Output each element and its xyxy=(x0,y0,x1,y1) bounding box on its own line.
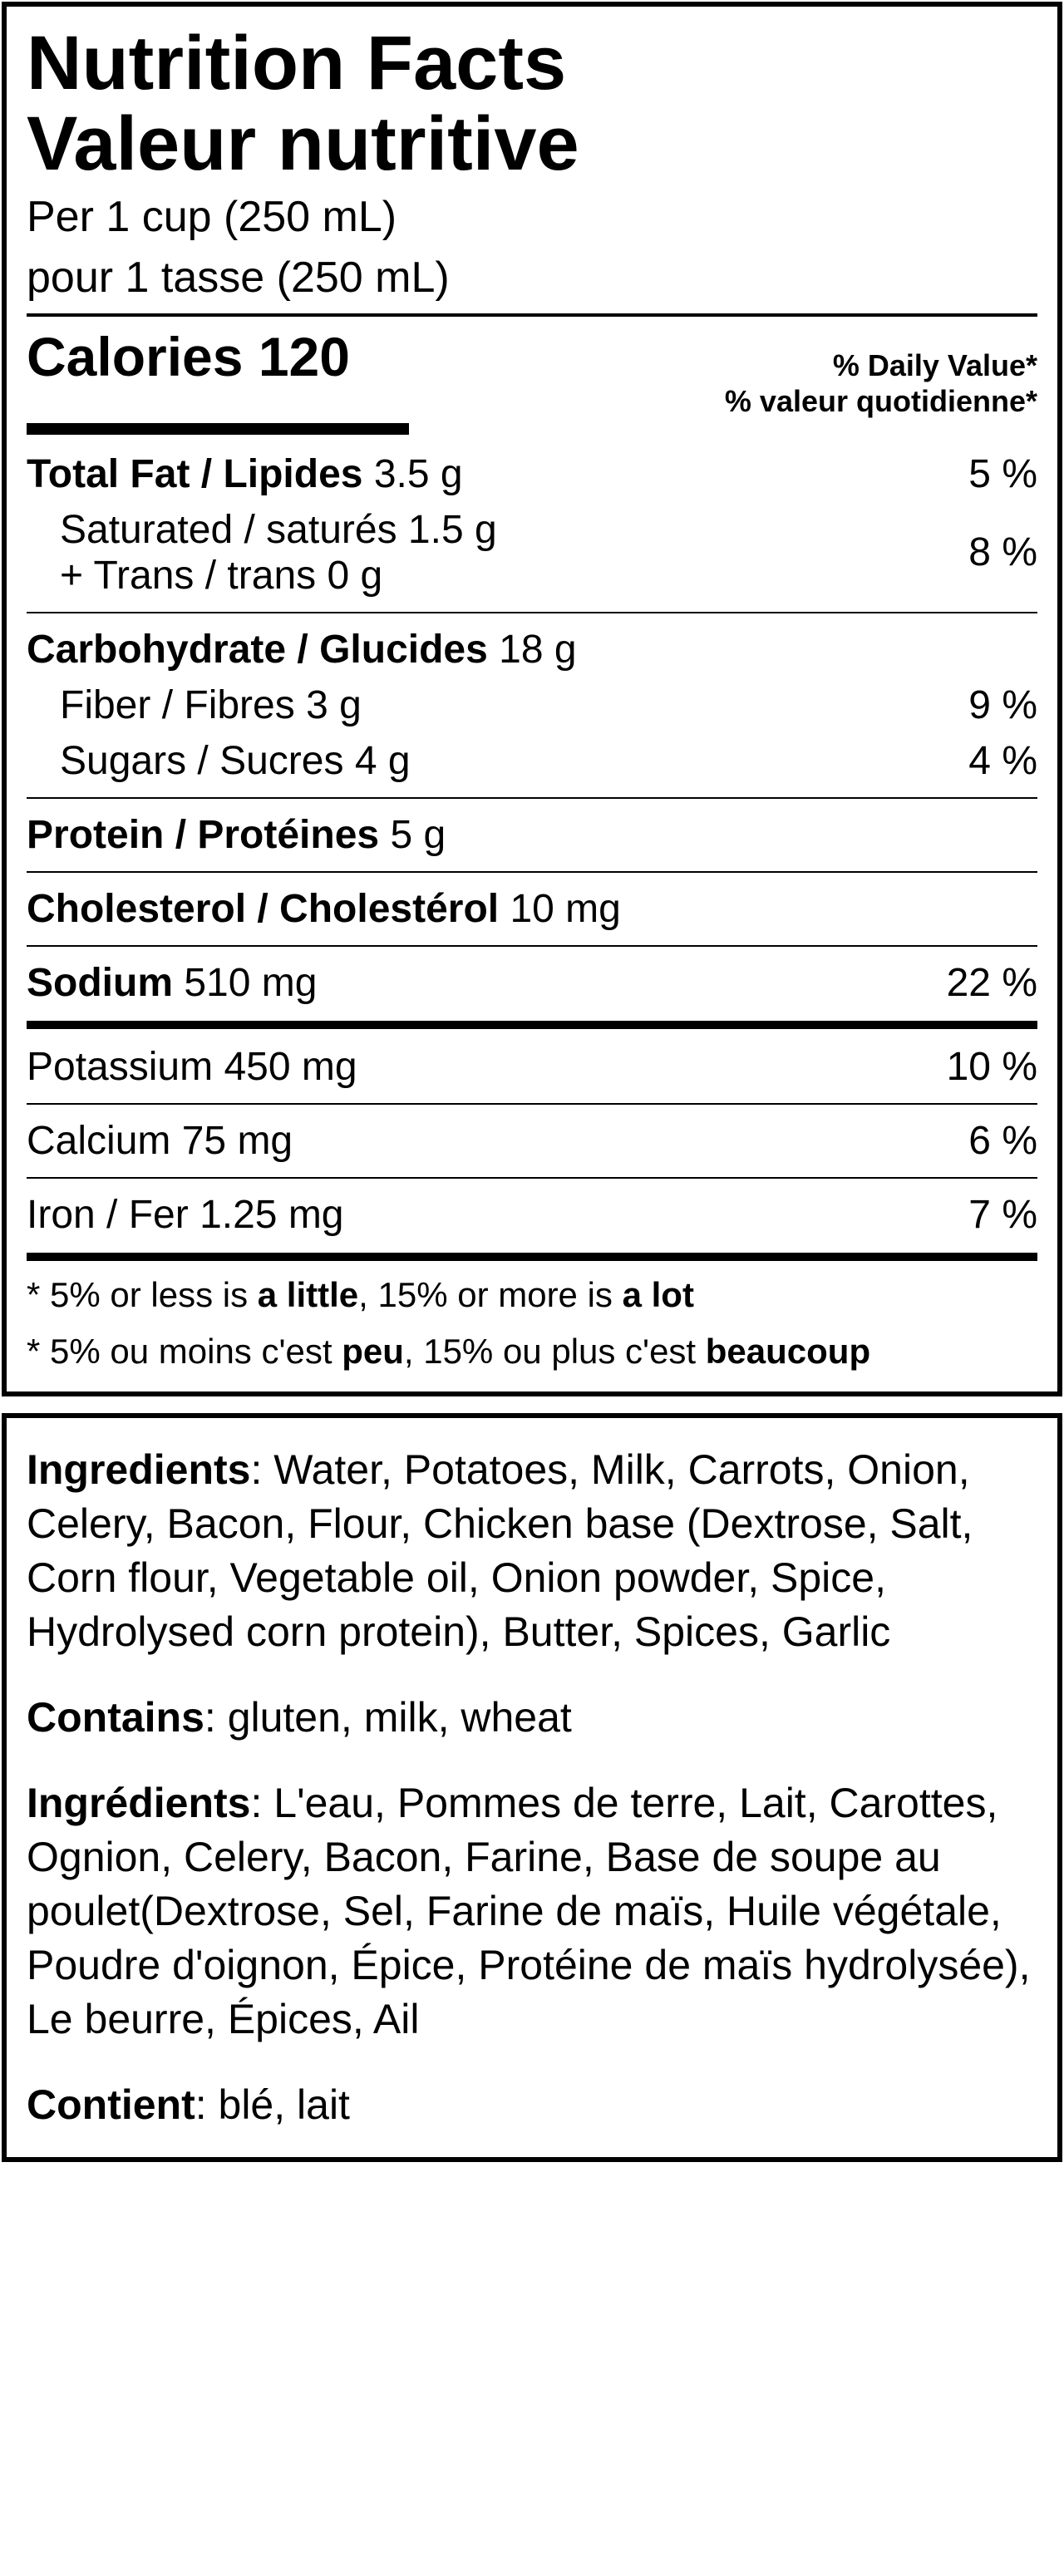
divider xyxy=(27,1177,1037,1179)
contains-en-text: : gluten, milk, wheat xyxy=(204,1694,572,1741)
calories-underline xyxy=(27,423,409,435)
total-fat-label: Total Fat / Lipides xyxy=(27,452,362,496)
calcium-value: 75 mg xyxy=(182,1119,293,1163)
cholesterol-label: Cholesterol / Cholestérol xyxy=(27,887,499,931)
protein-label: Protein / Protéines xyxy=(27,813,379,857)
contains-fr: Contient: blé, lait xyxy=(27,2078,1037,2132)
ingredients-fr: Ingrédients: L'eau, Pommes de terre, Lai… xyxy=(27,1776,1037,2047)
sodium-dv: 22 % xyxy=(930,960,1037,1006)
sodium-label: Sodium xyxy=(27,961,173,1005)
divider xyxy=(27,871,1037,873)
sodium-value: 510 mg xyxy=(184,961,317,1005)
sat-trans-dv: 8 % xyxy=(952,529,1037,575)
contains-en-label: Contains xyxy=(27,1694,204,1741)
sugars-value: 4 g xyxy=(355,739,411,783)
calories-label: Calories xyxy=(27,326,243,387)
trans-value: 0 g xyxy=(327,554,382,598)
iron-row: Iron / Fer 1.25 mg 7 % xyxy=(27,1187,1037,1243)
carb-row: Carbohydrate / Glucides 18 g xyxy=(27,622,1037,677)
iron-dv: 7 % xyxy=(952,1192,1037,1238)
cholesterol-row: Cholesterol / Cholestérol 10 mg xyxy=(27,881,1037,937)
divider-thick xyxy=(27,1253,1037,1261)
carb-value: 18 g xyxy=(499,628,576,672)
ingredients-en: Ingredients: Water, Potatoes, Milk, Carr… xyxy=(27,1443,1037,1659)
sugars-dv: 4 % xyxy=(952,738,1037,784)
protein-row: Protein / Protéines 5 g xyxy=(27,807,1037,863)
sugars-label: Sugars / Sucres xyxy=(60,739,343,783)
potassium-value: 450 mg xyxy=(224,1045,357,1089)
sat-trans-row: Saturated / saturés 1.5 g + Trans / tran… xyxy=(27,502,1037,603)
calories-value: 120 xyxy=(259,326,350,387)
potassium-label: Potassium xyxy=(27,1045,213,1089)
footnote-en: * 5% or less is a little, 15% or more is… xyxy=(27,1273,1037,1318)
ingredients-panel: Ingredients: Water, Potatoes, Milk, Carr… xyxy=(2,1413,1062,2162)
divider xyxy=(27,313,1037,317)
trans-label: + Trans / trans xyxy=(60,554,316,598)
calcium-dv: 6 % xyxy=(952,1118,1037,1164)
contains-fr-text: : blé, lait xyxy=(195,2081,350,2128)
divider xyxy=(27,1103,1037,1105)
total-fat-row: Total Fat / Lipides 3.5 g 5 % xyxy=(27,446,1037,502)
total-fat-value: 3.5 g xyxy=(374,452,463,496)
serving-en: Per 1 cup (250 mL) xyxy=(27,190,1037,244)
title-en: Nutrition Facts xyxy=(27,23,1037,104)
potassium-row: Potassium 450 mg 10 % xyxy=(27,1039,1037,1095)
total-fat-dv: 5 % xyxy=(952,451,1037,497)
cholesterol-value: 10 mg xyxy=(510,887,620,931)
fiber-value: 3 g xyxy=(306,683,362,727)
serving-fr: pour 1 tasse (250 mL) xyxy=(27,251,1037,305)
fiber-label: Fiber / Fibres xyxy=(60,683,295,727)
ingredients-fr-label: Ingrédients xyxy=(27,1780,250,1826)
nutrition-facts-panel: Nutrition Facts Valeur nutritive Per 1 c… xyxy=(2,2,1062,1396)
sugars-row: Sugars / Sucres 4 g 4 % xyxy=(27,733,1037,789)
calcium-label: Calcium xyxy=(27,1119,170,1163)
contains-en: Contains: gluten, milk, wheat xyxy=(27,1691,1037,1745)
divider xyxy=(27,945,1037,947)
fiber-row: Fiber / Fibres 3 g 9 % xyxy=(27,677,1037,733)
sodium-row: Sodium 510 mg 22 % xyxy=(27,955,1037,1011)
divider xyxy=(27,797,1037,799)
contains-fr-label: Contient xyxy=(27,2081,195,2128)
dv-heading-en: % Daily Value* xyxy=(725,347,1037,383)
carb-label: Carbohydrate / Glucides xyxy=(27,628,488,672)
footnote-fr: * 5% ou moins c'est peu, 15% ou plus c'e… xyxy=(27,1329,1037,1375)
saturated-value: 1.5 g xyxy=(408,508,497,552)
dv-heading-fr: % valeur quotidienne* xyxy=(725,383,1037,419)
divider-thick xyxy=(27,1021,1037,1029)
title-fr: Valeur nutritive xyxy=(27,104,1037,185)
potassium-dv: 10 % xyxy=(930,1044,1037,1090)
calcium-row: Calcium 75 mg 6 % xyxy=(27,1113,1037,1169)
iron-label: Iron / Fer xyxy=(27,1193,189,1237)
divider xyxy=(27,612,1037,613)
protein-value: 5 g xyxy=(390,813,446,857)
iron-value: 1.25 mg xyxy=(200,1193,343,1237)
calories-row: Calories 120 % Daily Value* % valeur quo… xyxy=(27,325,1037,419)
ingredients-en-label: Ingredients xyxy=(27,1446,250,1493)
saturated-label: Saturated / saturés xyxy=(60,508,397,552)
fiber-dv: 9 % xyxy=(952,682,1037,728)
